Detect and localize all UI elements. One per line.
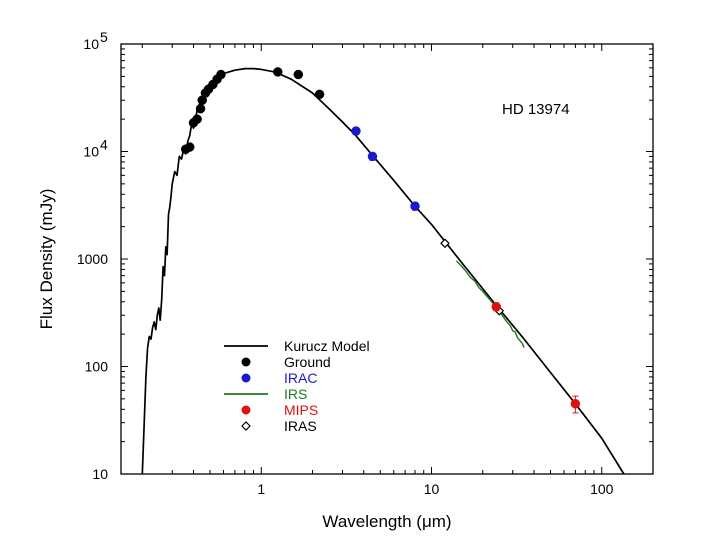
y-tick-label: 10 [92, 466, 108, 482]
legend-swatch-mips [241, 405, 251, 415]
y-tick-label: 10 [83, 144, 99, 160]
legend-label-iras: IRAS [284, 418, 317, 434]
mips-point [491, 301, 501, 312]
y-tick-exponent: 4 [100, 137, 108, 153]
irac-point [367, 151, 378, 162]
legend-swatch-irac [241, 373, 251, 383]
y-axis-title: Flux Density (mJy) [37, 189, 56, 330]
iras-point [440, 238, 450, 249]
series-layer [141, 67, 625, 475]
legend-label-kurucz-model: Kurucz Model [284, 338, 370, 354]
legend-swatch-ground [241, 357, 251, 367]
legend-label-irs: IRS [284, 386, 307, 402]
x-tick-label: 100 [590, 481, 614, 497]
ground-point [314, 89, 325, 100]
legend-label-irac: IRAC [284, 370, 317, 386]
ground-point [293, 69, 304, 80]
irac-point [351, 126, 361, 136]
x-tick-label: 10 [424, 481, 440, 497]
mips-point [570, 399, 581, 409]
legend-swatch-iras [241, 421, 251, 431]
star-name-annotation: HD 13974 [502, 101, 570, 118]
legend-label-mips: MIPS [284, 402, 318, 418]
ground-point [273, 67, 283, 77]
irs-line [455, 260, 525, 348]
ground-point [216, 69, 226, 80]
y-tick-label: 10 [83, 36, 99, 52]
x-axis-title: Wavelength (μm) [322, 512, 451, 531]
y-tick-label: 1000 [77, 251, 108, 267]
kurucz-model-line [141, 67, 625, 475]
legend-label-ground: Ground [284, 354, 331, 370]
y-tick-exponent: 5 [100, 29, 108, 45]
ground-point [195, 103, 206, 114]
ground-point [184, 142, 195, 152]
irac-point [410, 201, 420, 211]
x-tick-label: 1 [257, 481, 265, 497]
ground-point [192, 114, 202, 124]
y-tick-label: 100 [85, 359, 109, 375]
